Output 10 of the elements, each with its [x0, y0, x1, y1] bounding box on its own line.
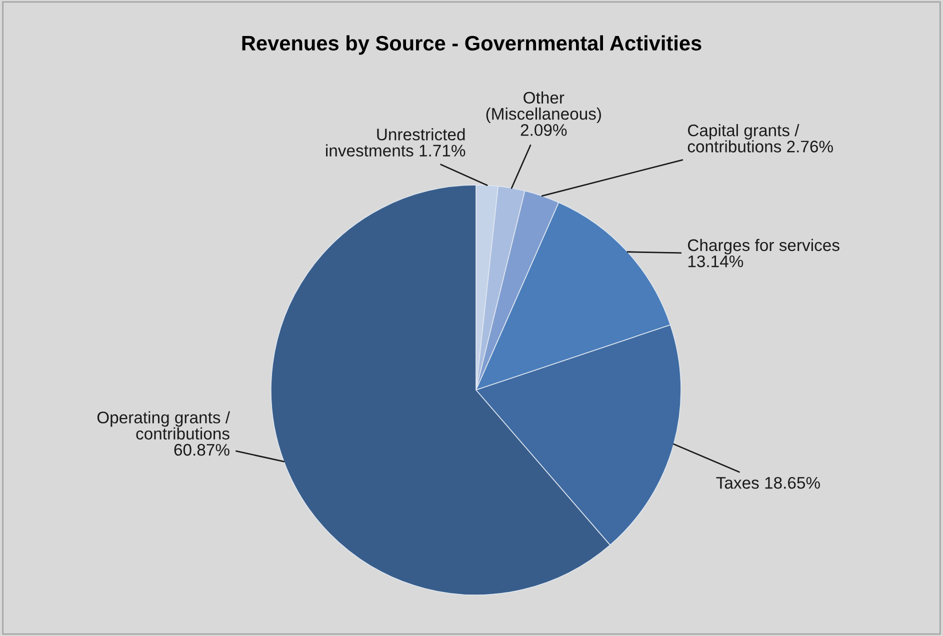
- slice-label: Operating grants / contributions: [97, 411, 230, 440]
- data-label: 2.09%: [520, 124, 567, 136]
- slice-label: Other (Miscellaneous): [486, 91, 601, 124]
- slice-label: Unrestricted investments 1.71%: [326, 128, 466, 157]
- slice-label: Capital grants / contributions 2.76%: [688, 124, 833, 152]
- slice-label: Taxes 18.65%: [716, 476, 820, 489]
- slice-label: Charges for services: [688, 238, 840, 254]
- data-label: 60.87%: [174, 444, 230, 456]
- data-label: 13.14%: [688, 255, 744, 268]
- chart-title: Revenues by Source - Governmental Activities: [242, 35, 702, 55]
